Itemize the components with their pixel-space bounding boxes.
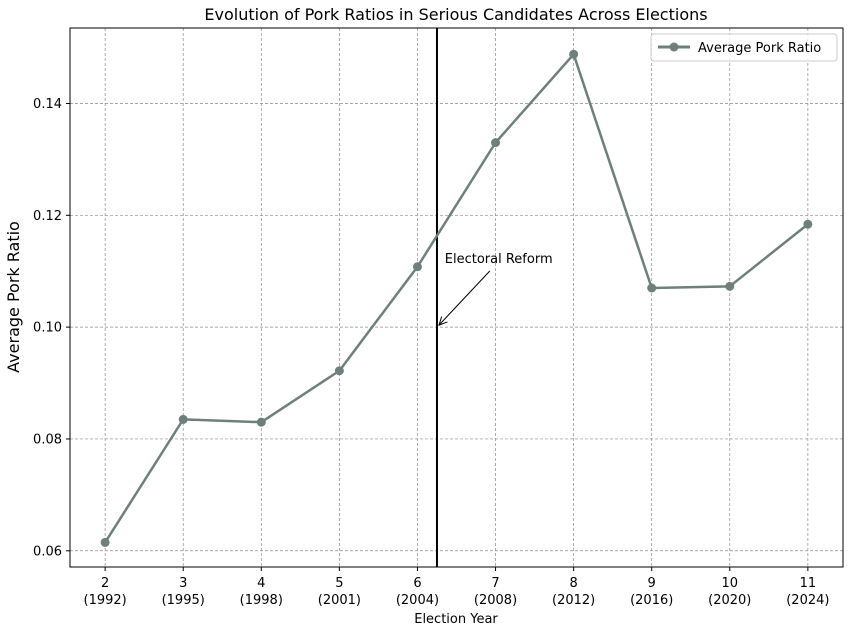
x-tick-label: 3 xyxy=(179,576,187,591)
data-point xyxy=(491,138,501,148)
x-tick-label: 5 xyxy=(335,576,343,591)
y-tick-label: 0.08 xyxy=(33,432,62,447)
data-point xyxy=(100,537,110,547)
x-tick-label: 2 xyxy=(101,576,109,591)
x-tick-sublabel: (2004) xyxy=(396,593,439,608)
y-tick-label: 0.06 xyxy=(33,544,62,559)
x-axis-label: Election Year xyxy=(414,612,498,627)
x-tick-sublabel: (2024) xyxy=(786,593,829,608)
x-tick-sublabel: (2016) xyxy=(630,593,673,608)
grid xyxy=(70,28,843,567)
x-tick-label: 6 xyxy=(413,576,421,591)
series-line xyxy=(104,53,809,544)
x-tick-sublabel: (1995) xyxy=(162,593,205,608)
y-tick-label: 0.14 xyxy=(33,97,62,112)
legend: Average Pork Ratio xyxy=(650,33,838,62)
annotation-group: Electoral Reform xyxy=(438,252,553,326)
data-point xyxy=(569,49,579,59)
x-tick-sublabel: (2008) xyxy=(474,593,517,608)
x-tick-label: 11 xyxy=(800,576,817,591)
x-tick-label: 8 xyxy=(569,576,577,591)
annotation-arrow-head xyxy=(438,316,448,326)
series-group xyxy=(100,49,813,547)
plot-frame xyxy=(69,27,844,568)
annotation-arrow-line xyxy=(438,270,491,326)
x-tick-label: 7 xyxy=(491,576,499,591)
legend-entry-label: Average Pork Ratio xyxy=(698,41,821,56)
legend-series-marker xyxy=(669,42,679,52)
data-point xyxy=(725,281,735,291)
data-point xyxy=(647,283,657,293)
chart-title: Evolution of Pork Ratios in Serious Cand… xyxy=(204,5,707,24)
x-tick-sublabel: (2001) xyxy=(318,593,361,608)
y-tick-label: 0.12 xyxy=(33,209,62,224)
x-tick-sublabel: (1998) xyxy=(240,593,283,608)
x-tick-label: 10 xyxy=(722,576,739,591)
x-tick-sublabel: (2012) xyxy=(552,593,595,608)
x-tick-sublabel: (1992) xyxy=(84,593,127,608)
y-axis-label: Average Pork Ratio xyxy=(4,221,23,373)
annotation-label: Electoral Reform xyxy=(445,252,553,267)
x-tick-sublabel: (2020) xyxy=(708,593,751,608)
y-axis: 0.06 0.08 0.10 0.12 0.14 xyxy=(33,97,70,559)
data-point xyxy=(803,219,813,229)
x-axis: 2 (1992) 3 (1995) 4 (1998) 5 (2001) 6 (2004) 7 (200… xyxy=(84,567,829,608)
data-point xyxy=(256,417,266,427)
data-point xyxy=(178,414,188,424)
x-tick-label: 9 xyxy=(648,576,656,591)
legend-box xyxy=(650,33,838,62)
data-point xyxy=(412,262,422,272)
data-point xyxy=(334,366,344,376)
y-tick-label: 0.10 xyxy=(33,321,62,336)
x-tick-label: 4 xyxy=(257,576,265,591)
